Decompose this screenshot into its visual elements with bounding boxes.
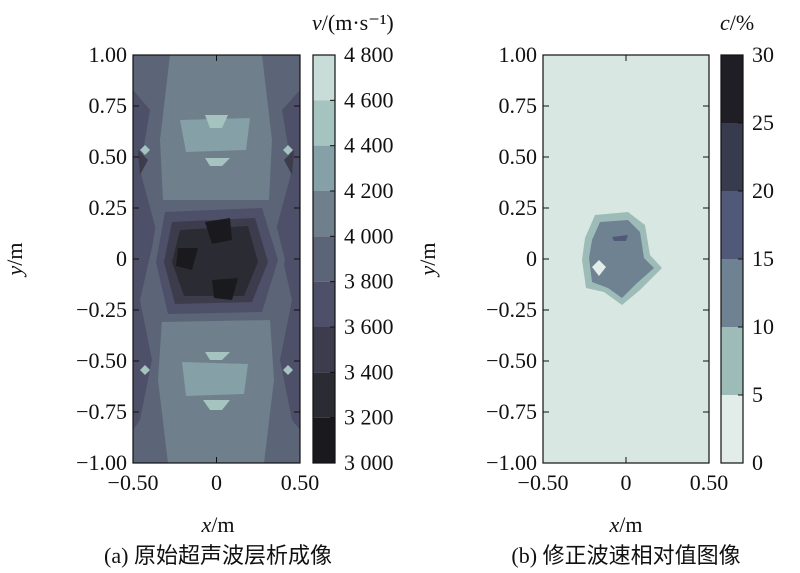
caption-a: (a) 原始超声波层析成像 [104, 543, 332, 568]
colorbar-frame [312, 54, 336, 464]
colorbar-band [721, 123, 743, 191]
colorbar-tick-label: 4 000 [344, 223, 394, 248]
y-tick-label: −1.00 [486, 450, 537, 475]
colorbar-tick-label: 10 [752, 314, 774, 339]
y-tick-label: −0.75 [76, 399, 127, 424]
y-tick-label: 0.25 [89, 195, 128, 220]
colorbar-band [721, 395, 743, 463]
colorbar-tick-label: 20 [752, 178, 774, 203]
colorbar-band [313, 281, 335, 327]
y-tick-label: 0.75 [89, 93, 128, 118]
y-axis-label-a: y/m [2, 243, 27, 278]
colorbar-tick-label: 15 [752, 246, 774, 271]
y-tick-label: −0.25 [76, 297, 127, 322]
colorbar-tick-label: 3 200 [344, 405, 394, 430]
colorbar-title-b: c/% [720, 10, 754, 35]
colorbar-title-a: v/(m·s⁻¹) [312, 10, 394, 35]
panel-b: 1.00 0.75 0.50 0.25 0 −0.25 −0.50 −0.75 −1.00 −0… [415, 10, 774, 568]
colorbar-tick-label: 3 400 [344, 359, 394, 384]
colorbar-tick-label: 25 [752, 110, 774, 135]
x-tick-label: 0.50 [281, 470, 320, 495]
colorbar-band [721, 259, 743, 327]
colorbar-band [313, 417, 335, 463]
x-tick-label: −0.50 [108, 470, 159, 495]
y-tick-label: 0.75 [499, 93, 538, 118]
colorbar-band [721, 327, 743, 395]
y-tick-label: −0.50 [486, 348, 537, 373]
colorbar-band [721, 55, 743, 123]
panel-a: 1.00 0.75 0.50 0.25 0 −0.25 −0.50 −0.75 −1.00 −0… [2, 10, 394, 568]
x-axis-label-b: x/m [609, 512, 643, 537]
contour-plot-b [543, 55, 709, 463]
y-tick-label: 1.00 [89, 42, 128, 67]
y-tick-label: 0 [526, 246, 537, 271]
x-axis-a: −0.50 0 0.50 [108, 55, 320, 495]
colorbar-tick-label: 4 800 [344, 42, 394, 67]
x-tick-label: 0 [621, 470, 632, 495]
colorbar-band [721, 191, 743, 259]
y-tick-label: −0.25 [486, 297, 537, 322]
caption-b: (b) 修正波速相对值图像 [511, 543, 740, 568]
y-tick-label: −0.75 [486, 399, 537, 424]
y-tick-label: 1.00 [499, 42, 538, 67]
colorbar-band [313, 145, 335, 191]
colorbar-tick-label: 3 800 [344, 269, 394, 294]
y-tick-label: 0.25 [499, 195, 538, 220]
x-tick-label: 0 [211, 470, 222, 495]
contour-plot-a [133, 55, 300, 463]
colorbar-tick-label: 3 000 [344, 450, 394, 475]
colorbar-tick-label: 3 600 [344, 314, 394, 339]
y-tick-label: −0.50 [76, 348, 127, 373]
colorbar-a: 4 800 4 600 4 400 4 200 4 000 3 800 3 600 3 400… [312, 42, 394, 475]
colorbar-band [313, 55, 335, 101]
y-tick-label: −1.00 [76, 450, 127, 475]
y-tick-label: 0 [116, 246, 127, 271]
y-tick-label: 0.50 [499, 144, 538, 169]
colorbar-tick-label: 4 200 [344, 178, 394, 203]
x-axis-label-a: x/m [201, 512, 235, 537]
colorbar-tick-label: 4 600 [344, 87, 394, 112]
colorbar-tick-label: 0 [752, 450, 763, 475]
colorbar-band [313, 191, 335, 237]
colorbar-tick-label: 4 400 [344, 133, 394, 158]
colorbar-tick-label: 5 [752, 382, 763, 407]
colorbar-band [313, 327, 335, 373]
colorbar-band [313, 372, 335, 418]
x-axis-b: −0.50 0 0.50 [518, 55, 729, 495]
y-axis-b: 1.00 0.75 0.50 0.25 0 −0.25 −0.50 −0.75 −1.00 [486, 42, 709, 475]
y-axis-a: 1.00 0.75 0.50 0.25 0 −0.25 −0.50 −0.75 −1.00 [76, 42, 300, 475]
colorbar-b: 30 25 20 15 10 5 0 [720, 42, 774, 475]
x-tick-label: 0.50 [690, 470, 729, 495]
y-tick-label: 0.50 [89, 144, 128, 169]
colorbar-band [313, 236, 335, 282]
x-tick-label: −0.50 [518, 470, 569, 495]
y-axis-label-b: y/m [415, 243, 440, 278]
colorbar-band [313, 100, 335, 146]
colorbar-tick-label: 30 [752, 42, 774, 67]
